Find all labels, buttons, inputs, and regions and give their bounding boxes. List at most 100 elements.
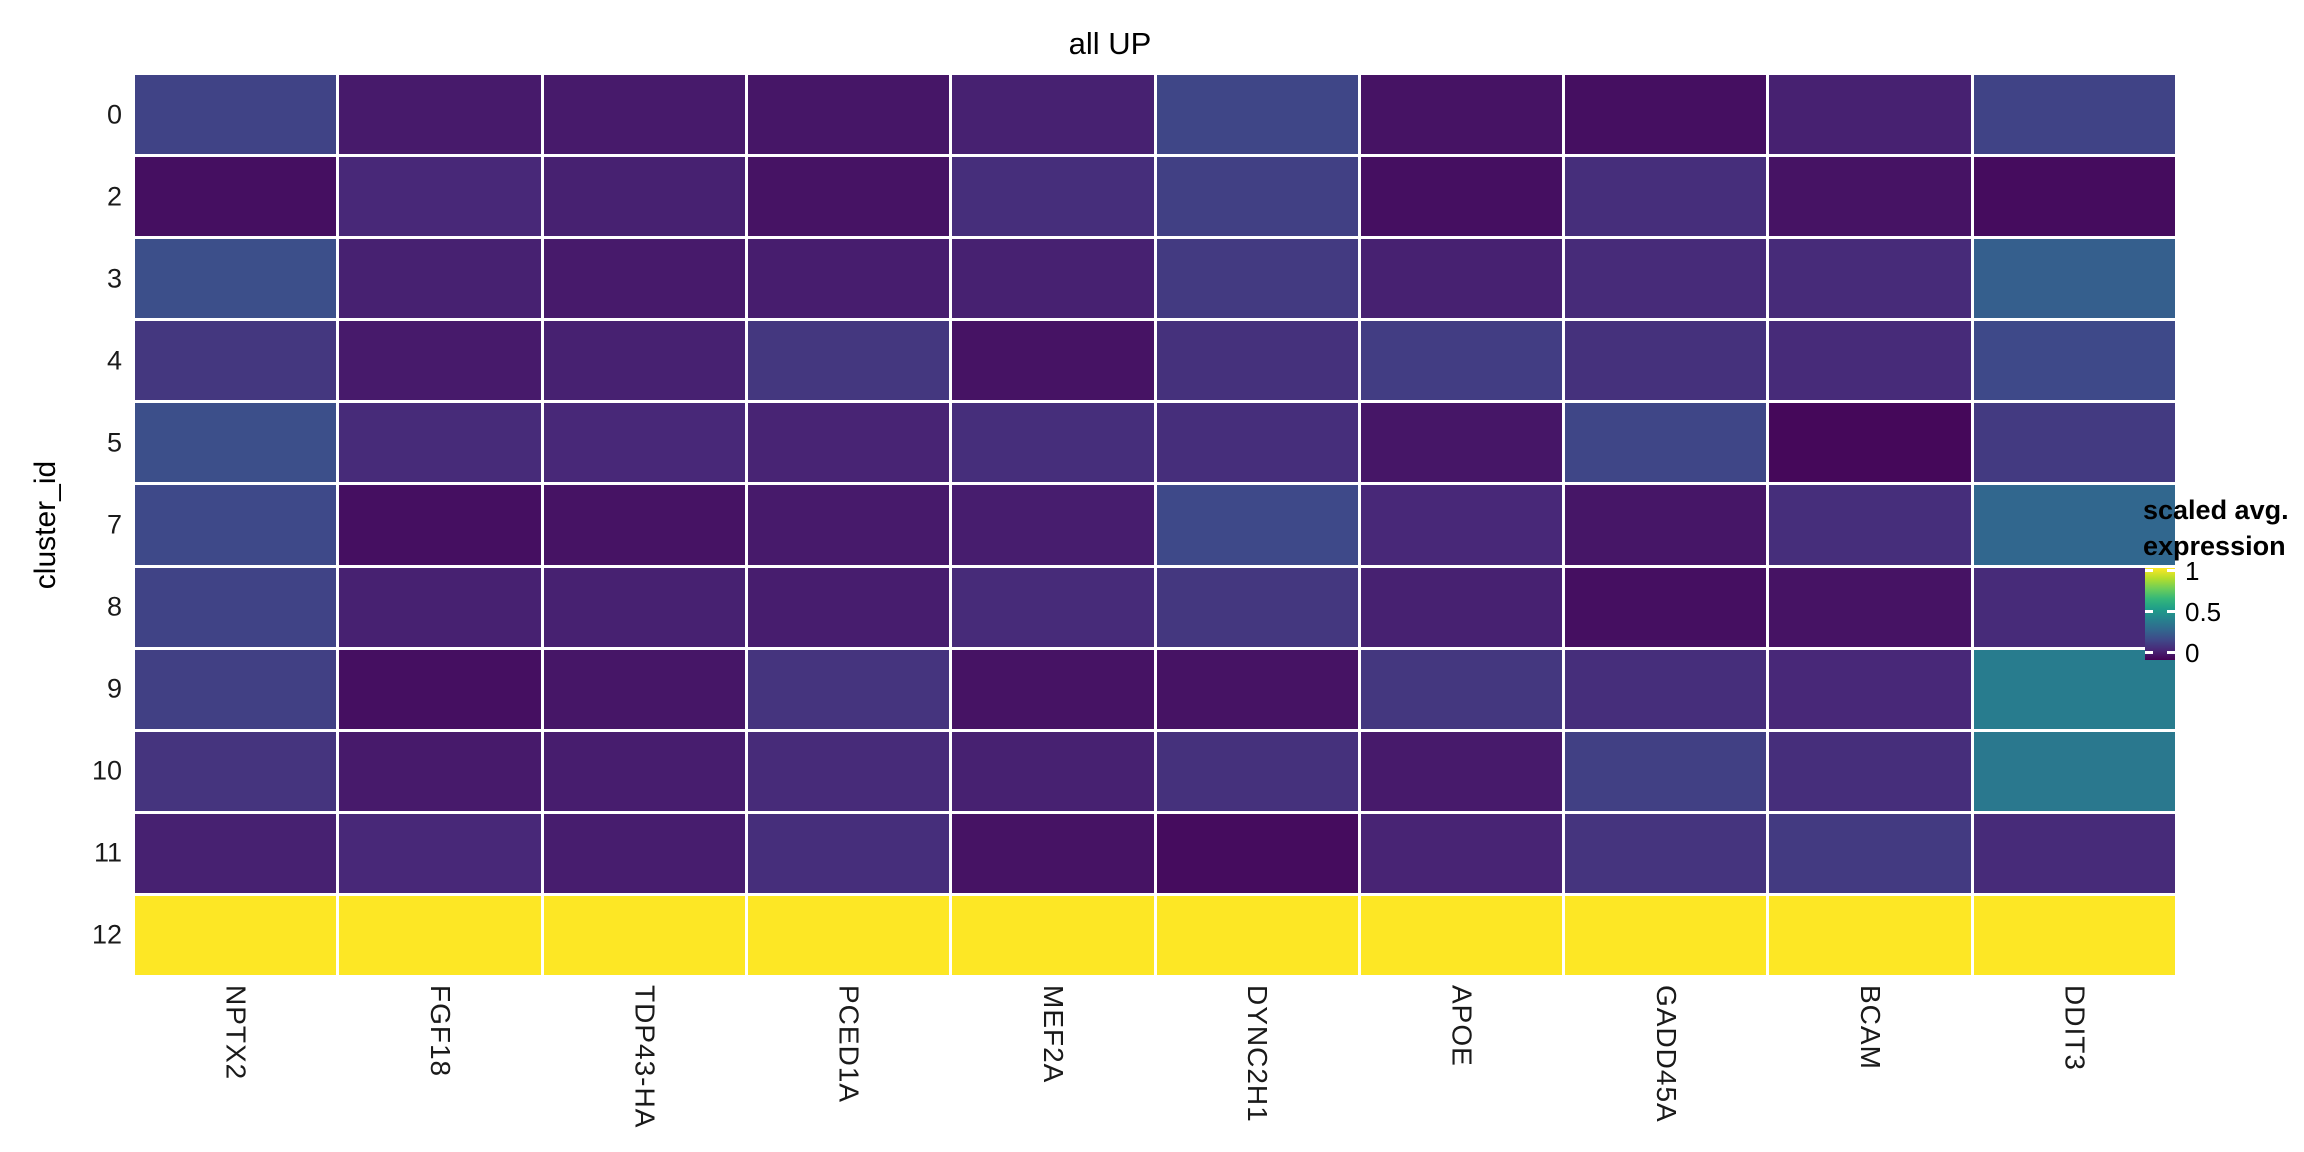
x-tick-label: FGF18 (424, 985, 456, 1078)
heatmap-cell (339, 567, 541, 647)
heatmap-cell (339, 895, 541, 975)
heatmap-cell (543, 813, 745, 893)
x-tick-label: GADD45A (1650, 985, 1682, 1123)
legend-tick-label: 0 (2185, 637, 2200, 668)
heatmap-cell (543, 321, 745, 401)
legend: scaled avg. expression (2143, 492, 2289, 564)
x-tick-label: APOE (1446, 985, 1478, 1067)
x-tick-label: PCED1A (833, 985, 865, 1104)
heatmap-cell (1973, 239, 2175, 319)
heatmap-cell (1769, 485, 1971, 565)
heatmap-cell (135, 157, 337, 237)
heatmap-cell (1973, 403, 2175, 483)
heatmap-cell (339, 485, 541, 565)
heatmap-cell (1156, 75, 1358, 155)
heatmap-cell (952, 813, 1154, 893)
heatmap-cell (1360, 731, 1563, 811)
heatmap-cell (1565, 321, 1767, 401)
heatmap-cell (1973, 157, 2175, 237)
heatmap-cell (1156, 157, 1358, 237)
heatmap-cell (543, 403, 745, 483)
heatmap-cell (952, 321, 1154, 401)
x-tick-label: NPTX2 (220, 985, 252, 1081)
heatmap-cell (952, 157, 1154, 237)
heatmap-cell (1360, 239, 1563, 319)
heatmap-cell (135, 813, 337, 893)
heatmap-cell (543, 75, 745, 155)
heatmap-cell (952, 731, 1154, 811)
heatmap-cell (747, 75, 950, 155)
heatmap-cell (1360, 403, 1563, 483)
y-tick-label: 5 (106, 427, 122, 458)
heatmap-cell (1565, 75, 1767, 155)
legend-tick-label: 0.5 (2185, 596, 2222, 627)
heatmap-cell (1156, 403, 1358, 483)
heatmap-cell (1565, 813, 1767, 893)
heatmap-cell (1769, 321, 1971, 401)
heatmap-cell (135, 403, 337, 483)
heatmap-cell (1360, 321, 1563, 401)
heatmap-cell (543, 485, 745, 565)
heatmap-cell (135, 321, 337, 401)
heatmap-cell (1973, 485, 2175, 565)
heatmap-cell (1156, 813, 1358, 893)
legend-title-line2: expression (2143, 531, 2286, 561)
y-tick-label: 2 (106, 181, 122, 212)
y-tick-label: 7 (106, 509, 122, 540)
heatmap-cell (1156, 485, 1358, 565)
heatmap-cell (952, 485, 1154, 565)
legend-tick-mark (2145, 569, 2153, 573)
heatmap-cell (1973, 75, 2175, 155)
heatmap-cell (747, 731, 950, 811)
heatmap-cell (1156, 895, 1358, 975)
heatmap-cell (952, 567, 1154, 647)
heatmap-cell (1973, 321, 2175, 401)
legend-tick-mark (2167, 569, 2175, 573)
heatmap-cell (1565, 485, 1767, 565)
heatmap-cell (747, 157, 950, 237)
heatmap-cell (1973, 731, 2175, 811)
heatmap-cell (1156, 321, 1358, 401)
heatmap-cell (1769, 239, 1971, 319)
legend-tick-mark (2167, 651, 2175, 655)
heatmap-cell (1565, 403, 1767, 483)
heatmap-cell (135, 485, 337, 565)
heatmap-cell (1360, 649, 1563, 729)
heatmap-cell (543, 649, 745, 729)
heatmap-cell (1769, 649, 1971, 729)
heatmap-cell (1769, 813, 1971, 893)
heatmap-cell (1769, 731, 1971, 811)
heatmap-cell (1565, 567, 1767, 647)
heatmap-cell (543, 157, 745, 237)
heatmap-cell (1156, 239, 1358, 319)
heatmap-cell (339, 403, 541, 483)
legend-tick-mark (2145, 651, 2153, 655)
x-tick-label: DDIT3 (2059, 985, 2091, 1071)
heatmap-cell (1973, 895, 2175, 975)
legend-title-line1: scaled avg. (2143, 495, 2289, 525)
y-tick-label: 9 (106, 673, 122, 704)
legend-tick-label: 1 (2185, 555, 2200, 586)
heatmap-cell (747, 403, 950, 483)
heatmap-cell (1565, 895, 1767, 975)
heatmap-cell (1156, 567, 1358, 647)
x-tick-label: MEF2A (1037, 985, 1069, 1084)
heatmap-cell (339, 75, 541, 155)
heatmap-cell (1565, 649, 1767, 729)
heatmap-cell (1360, 157, 1563, 237)
y-tick-label: 0 (106, 99, 122, 130)
y-tick-label: 12 (91, 919, 122, 950)
y-tick-label: 8 (106, 591, 122, 622)
heatmap-cell (1565, 239, 1767, 319)
heatmap-cell (339, 239, 541, 319)
heatmap-cell (1565, 157, 1767, 237)
y-tick-label: 3 (106, 263, 122, 294)
heatmap-cell (1360, 895, 1563, 975)
y-tick-label: 10 (91, 755, 122, 786)
heatmap-cell (339, 157, 541, 237)
heatmap-cell (952, 403, 1154, 483)
heatmap-cell (135, 649, 337, 729)
legend-tick-mark (2145, 610, 2153, 614)
heatmap-cell (543, 731, 745, 811)
